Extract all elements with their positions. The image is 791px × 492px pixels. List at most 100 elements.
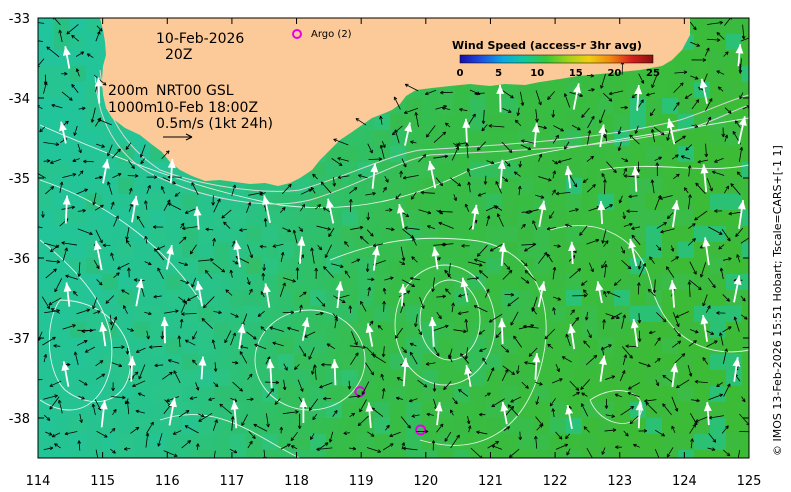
current-arrow [654, 358, 661, 364]
colorbar-scale [459, 54, 654, 64]
current-arrow [537, 252, 548, 264]
current-arrow-head [167, 202, 172, 207]
current-arrow [107, 144, 113, 157]
current-arrow-head [687, 281, 692, 285]
current-arrow-head [195, 443, 200, 447]
wind-arrow-head [531, 123, 540, 133]
current-arrow-head [302, 353, 307, 357]
current-arrow-head [591, 115, 595, 120]
current-arrow [105, 295, 115, 304]
current-arrow [706, 305, 711, 313]
sst-cell [70, 34, 86, 50]
current-arrow [163, 310, 179, 314]
current-arrow-head [739, 95, 743, 100]
current-arrow-head [41, 214, 45, 218]
current-arrow-head [312, 416, 316, 421]
sst-cell [406, 162, 422, 178]
sst-cell [710, 386, 726, 402]
wind-arrow-head [398, 283, 407, 294]
current-arrow [689, 412, 698, 425]
current-arrow [212, 238, 215, 247]
current-arrow [740, 37, 749, 42]
current-arrow [287, 327, 300, 332]
current-arrow [418, 328, 423, 336]
sst-cell [38, 306, 54, 322]
current-arrow-head [445, 122, 449, 127]
current-arrow-head [214, 419, 218, 424]
current-arrow-head [333, 410, 338, 414]
current-arrow-head [556, 368, 560, 372]
current-arrow-head [224, 339, 228, 344]
current-arrow-head [78, 149, 82, 154]
current-arrow-head [696, 398, 700, 403]
current-arrow-head [517, 185, 522, 190]
sst-cell [166, 242, 182, 258]
current-arrow-head [191, 283, 195, 288]
current-arrow-head [157, 267, 161, 272]
current-arrow-head [166, 199, 171, 204]
current-arrow-head [107, 181, 111, 186]
current-arrow-head [211, 339, 216, 344]
current-arrow-head [38, 105, 40, 109]
current-arrow [214, 362, 217, 372]
current-arrow-head [631, 234, 636, 239]
current-arrow-head [494, 205, 499, 210]
current-arrow-head [716, 70, 721, 74]
sst-cell [406, 338, 422, 354]
current-arrow [96, 430, 108, 438]
current-arrow [328, 227, 335, 237]
sst-cell [358, 258, 374, 274]
current-arrow [445, 122, 451, 128]
current-arrow-head [295, 410, 299, 414]
current-arrow [350, 199, 352, 213]
sst-cell [742, 242, 749, 258]
current-arrow [38, 22, 45, 24]
sst-cell [518, 210, 534, 226]
current-arrow-head [83, 381, 88, 386]
current-arrow-head [694, 329, 699, 334]
current-arrow [62, 247, 68, 262]
current-arrow [433, 325, 449, 331]
sst-cell [710, 226, 726, 242]
current-arrow-head [487, 392, 491, 397]
sst-cell [54, 290, 70, 306]
current-arrow-head [675, 314, 680, 318]
current-arrow [609, 90, 624, 95]
current-arrow [401, 279, 415, 287]
current-arrow-head [117, 148, 121, 153]
current-arrow [433, 398, 438, 410]
wind-arrow-head [365, 323, 374, 334]
current-arrow-head [455, 146, 459, 151]
current-arrow [178, 296, 186, 303]
current-arrow [583, 289, 589, 296]
current-arrow [621, 314, 626, 329]
current-arrow [366, 346, 375, 356]
wind-arrow-head [598, 124, 607, 134]
current-arrow-head [184, 425, 189, 429]
current-arrow [272, 243, 284, 247]
wind-arrow-head [670, 363, 679, 373]
current-arrow [332, 313, 338, 319]
current-arrow-head [389, 443, 394, 447]
current-arrow [730, 183, 741, 196]
current-arrow [621, 259, 632, 270]
wind-arrow-head [699, 78, 708, 89]
current-arrow-head [695, 182, 700, 187]
current-arrow [157, 433, 163, 447]
current-arrow-head [432, 388, 437, 392]
current-arrow [51, 432, 61, 438]
sst-cell [134, 226, 150, 242]
current-arrow [259, 245, 267, 248]
current-arrow [110, 252, 115, 261]
current-arrow-head [527, 146, 532, 151]
current-arrow-head [549, 215, 553, 219]
current-arrow [401, 442, 405, 450]
current-arrow-head [613, 282, 618, 286]
current-arrow-head [697, 159, 702, 164]
current-arrow-head [111, 427, 116, 432]
sst-cell [502, 242, 518, 258]
current-arrow [308, 347, 315, 360]
current-arrow-head [752, 346, 755, 349]
current-arrow [316, 225, 331, 230]
current-arrow-head [221, 268, 226, 273]
